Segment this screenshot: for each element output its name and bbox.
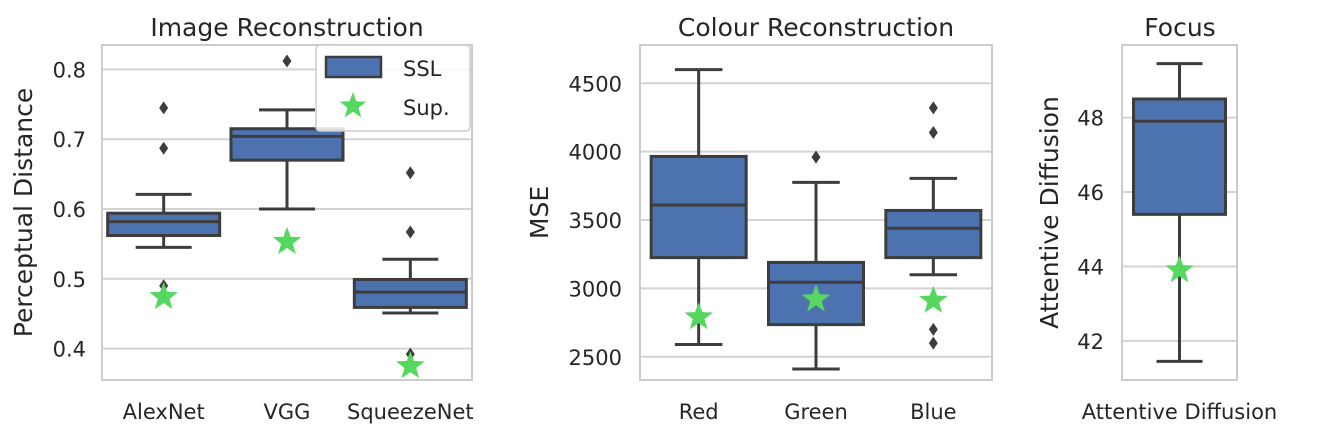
outlier-point [811, 150, 821, 164]
boxplot-green [767, 150, 865, 371]
outlier-point [928, 126, 938, 140]
box [229, 127, 345, 162]
boxplot-attentive-diffusion [1132, 62, 1227, 363]
box [649, 154, 748, 260]
y-tick-label: 2500 [569, 346, 622, 370]
y-tick-label: 0.4 [53, 338, 86, 362]
outlier-point [282, 54, 292, 68]
y-tick-label: 0.6 [53, 198, 86, 222]
outlier-point [405, 166, 415, 180]
outlier-point [928, 336, 938, 350]
sup-star [272, 226, 302, 254]
boxplot-vgg [229, 54, 345, 254]
category-label: Green [784, 400, 848, 424]
plot-frame [101, 44, 473, 381]
legend: SSL Sup. [315, 44, 471, 132]
category-label: Blue [910, 400, 956, 424]
box [106, 211, 222, 238]
sup-star [684, 302, 713, 330]
y-tick-label: 3500 [569, 209, 622, 233]
y-tick-label: 48 [1077, 107, 1104, 131]
legend-sup-label: Sup. [403, 96, 450, 120]
y-axis-label: MSE [525, 186, 554, 239]
panel-title: Image Reconstruction [150, 13, 423, 42]
panel-3: 42 44 46 48 Focus Attentive Diffusion Attentiv… [1035, 13, 1277, 424]
outlier-point [159, 101, 169, 115]
panel-2: 2500 3000 3500 4000 4500 Colour Reconstructio… [525, 13, 993, 424]
y-tick-label: 4000 [569, 141, 622, 165]
sup-star [396, 351, 425, 379]
sup-star [801, 284, 831, 312]
y-tick-label: 0.8 [53, 58, 86, 82]
boxplot-blue [884, 101, 983, 350]
box [884, 208, 983, 260]
y-axis-label: Perceptual Distance [9, 88, 38, 337]
panel-1: 0.4 0.5 0.6 0.7 0.8 Image Reconstruction Perce… [9, 13, 474, 424]
y-tick-label: 44 [1077, 255, 1104, 279]
sup-star [919, 285, 948, 313]
y-axis-label: Attentive Diffusion [1035, 96, 1064, 329]
legend-sup-star [339, 92, 367, 118]
sup-star [149, 281, 178, 310]
category-label: Red [679, 400, 719, 424]
category-label: VGG [264, 400, 311, 424]
panel-title: Focus [1144, 13, 1215, 42]
plot-frame [639, 44, 993, 381]
y-tick-label: 46 [1077, 181, 1104, 205]
y-tick-label: 0.5 [53, 268, 86, 292]
legend-ssl-label: SSL [403, 57, 442, 81]
outlier-point [928, 101, 938, 115]
boxplot-red [649, 68, 748, 346]
legend-ssl-swatch [324, 55, 383, 79]
category-label: SqueezeNet [347, 400, 474, 424]
panel-title: Colour Reconstruction [678, 13, 954, 42]
outlier-point [159, 141, 169, 155]
box [1132, 97, 1227, 216]
boxplot-squeezenet [352, 166, 468, 379]
category-label: Attentive Diffusion [1082, 400, 1278, 424]
y-tick-label: 4500 [569, 72, 622, 96]
y-tick-label: 42 [1077, 330, 1104, 354]
boxplot-alexnet [106, 101, 222, 310]
y-tick-label: 3000 [569, 277, 622, 301]
y-tick-label: 0.7 [53, 128, 86, 152]
outlier-point [928, 322, 938, 336]
plot-frame [1121, 44, 1238, 381]
category-label: AlexNet [123, 400, 205, 424]
outlier-point [405, 225, 415, 239]
sup-star [1165, 255, 1194, 283]
